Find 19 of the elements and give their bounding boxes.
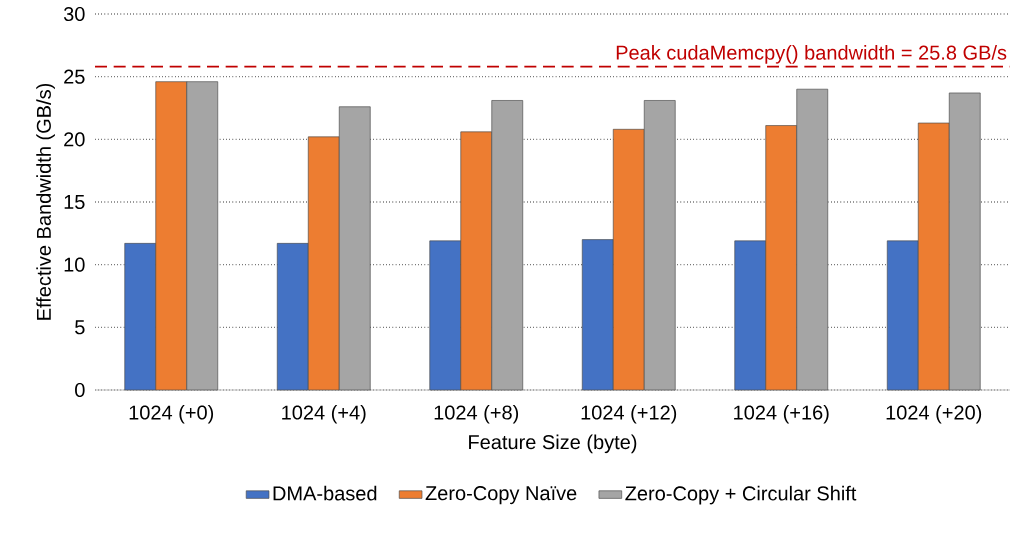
x-tick-label: 1024 (+12) [581,404,677,424]
y-tick-label: 30 [63,6,85,22]
x-tick-label: 1024 (+0) [129,404,214,424]
y-tick-label: 10 [64,257,85,272]
x-tick-label: 1024 (+4) [282,404,366,424]
y-tick-label: 5 [75,320,85,335]
y-tick-label: 20 [64,132,85,147]
y-tick-label: 25 [64,69,85,84]
x-axis-title: Feature Size (byte) [469,434,637,454]
legend-label: DMA-based [273,485,377,501]
y-tick-label: 15 [64,195,85,209]
ref-line-label: Peak cudaMemcpy() bandwidth = 25.8 GB/s [616,45,1007,64]
x-tick-label: 1024 (+8) [434,404,519,424]
legend-label: Zero-Copy Naïve [425,486,577,505]
y-axis-title: Effective Bandwidth (GB/s) [36,83,55,320]
x-tick-label: 1024 (+16) [734,404,829,424]
x-tick-label: 1024 (+20) [886,404,982,424]
legend-label: Zero-Copy + Circular Shift [625,485,857,505]
y-tick-label: 0 [75,382,85,398]
